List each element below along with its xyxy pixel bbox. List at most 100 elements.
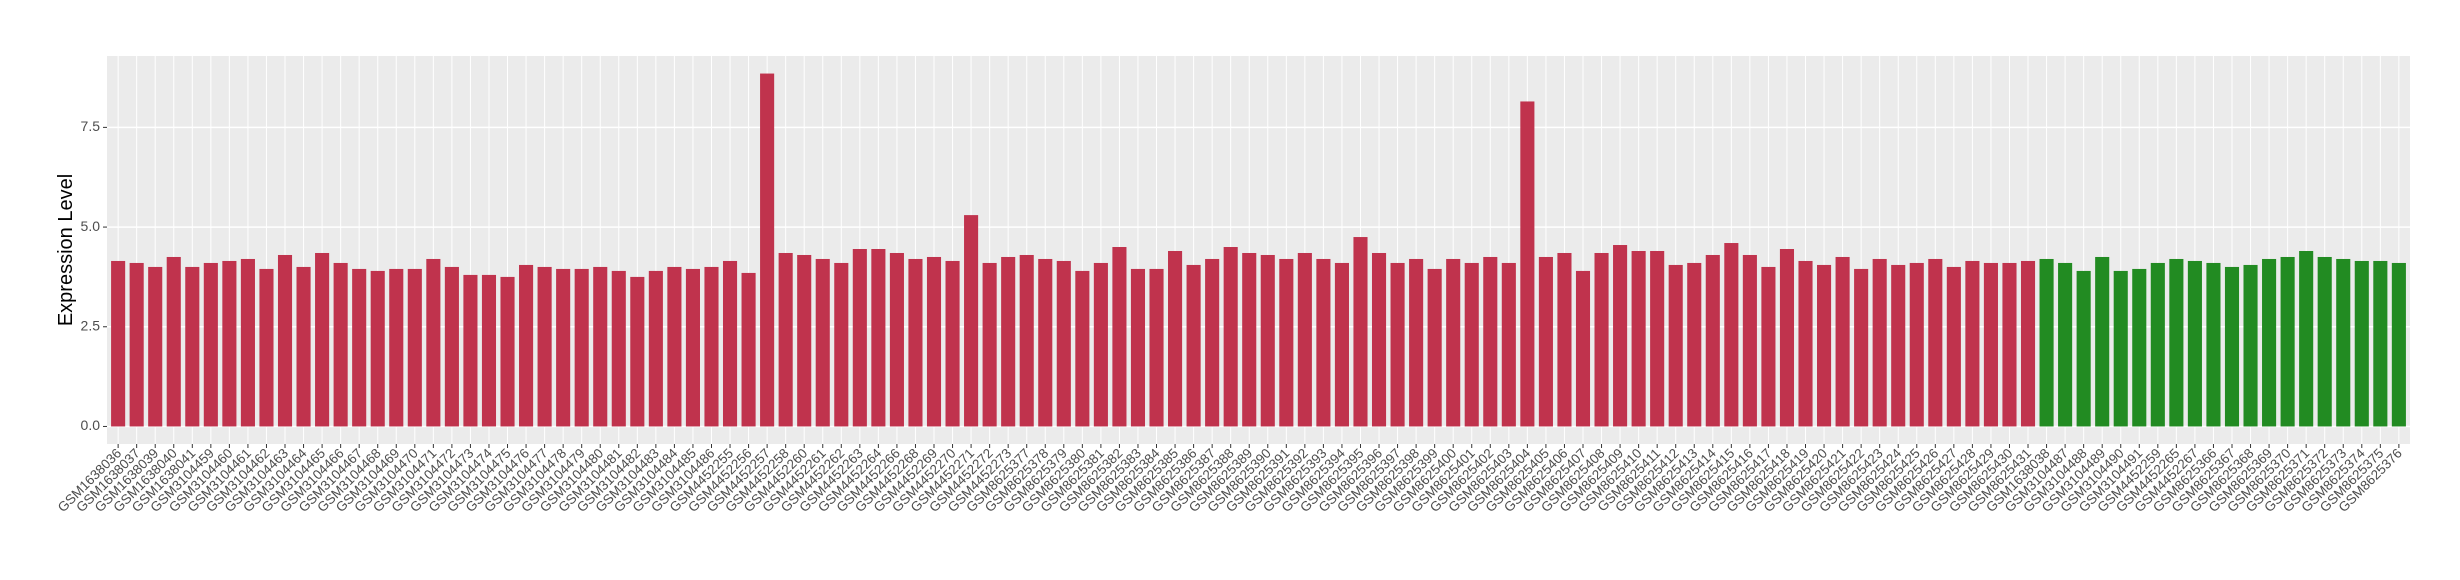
- bar: [315, 252, 330, 427]
- bar: [1186, 264, 1201, 427]
- bar: [1668, 264, 1683, 427]
- bar: [1075, 270, 1090, 427]
- bar: [426, 258, 441, 427]
- bar: [444, 266, 459, 427]
- bar: [1575, 270, 1591, 427]
- bar: [463, 274, 478, 427]
- bar: [1334, 262, 1349, 427]
- bar: [1409, 258, 1424, 427]
- bar: [185, 266, 200, 427]
- bar: [1316, 258, 1331, 427]
- bar: [1297, 252, 1312, 427]
- bar: [537, 266, 552, 427]
- bar: [1687, 262, 1702, 427]
- bar: [2187, 260, 2202, 427]
- bar: [1538, 256, 1553, 427]
- bar: [797, 254, 812, 427]
- bar: [352, 268, 367, 427]
- bar: [1761, 266, 1776, 427]
- bar: [1205, 258, 1220, 427]
- bar: [1650, 250, 1665, 427]
- bar: [407, 268, 422, 427]
- bar: [166, 256, 181, 427]
- bar: [1983, 262, 1998, 427]
- bar: [722, 260, 738, 427]
- bar: [1594, 252, 1609, 427]
- bar: [2020, 260, 2036, 427]
- bar: [611, 270, 626, 427]
- bar: [1520, 101, 1535, 427]
- bar: [2150, 262, 2165, 427]
- bar: [296, 266, 311, 427]
- bar: [500, 276, 515, 427]
- bar: [982, 262, 997, 427]
- bar: [1242, 252, 1257, 427]
- bar: [852, 249, 867, 427]
- bar: [945, 260, 960, 427]
- y-tick-label: 5.0: [81, 218, 101, 234]
- bar: [2317, 256, 2332, 427]
- bar: [1779, 249, 1795, 427]
- bar: [1724, 243, 1739, 427]
- bar: [1483, 256, 1498, 427]
- bar: [277, 254, 293, 427]
- bar: [1371, 252, 1387, 427]
- bar: [1019, 254, 1034, 427]
- bar: [2095, 256, 2110, 427]
- bar: [1279, 258, 1294, 427]
- bar: [1149, 268, 1164, 427]
- bar: [1446, 258, 1461, 427]
- bar: [704, 266, 719, 427]
- bar: [667, 266, 682, 427]
- bar: [148, 266, 163, 427]
- bar: [2039, 258, 2054, 427]
- bar: [333, 262, 348, 427]
- bar: [926, 256, 942, 427]
- bar: [129, 262, 144, 427]
- bar: [203, 262, 218, 427]
- bar: [2373, 260, 2388, 427]
- bar: [1001, 256, 1016, 427]
- bar: [648, 270, 663, 427]
- bar: [1093, 262, 1108, 427]
- bar: [889, 252, 904, 427]
- bar: [1965, 260, 1980, 427]
- bar: [1260, 254, 1275, 427]
- y-tick-label: 2.5: [81, 317, 101, 333]
- bar: [2169, 258, 2184, 427]
- bar: [815, 258, 830, 427]
- bar: [1613, 245, 1628, 427]
- bar: [1928, 258, 1943, 427]
- bar: [1427, 268, 1442, 427]
- bar: [519, 264, 534, 427]
- y-axis-title: Expression Level: [55, 174, 77, 326]
- bar: [2280, 256, 2295, 427]
- bar: [1464, 262, 1479, 427]
- bar: [1353, 237, 1368, 427]
- bar: [1501, 262, 1516, 427]
- bar: [1390, 262, 1405, 427]
- bar: [1223, 247, 1238, 427]
- bar: [2336, 258, 2351, 427]
- bar: [778, 252, 793, 427]
- bar: [2391, 262, 2406, 427]
- bar: [1909, 262, 1924, 427]
- bar: [1872, 258, 1887, 427]
- bar: [1854, 268, 1869, 427]
- bar: [1835, 256, 1850, 427]
- bar: [222, 260, 237, 427]
- bar: [240, 258, 255, 427]
- bar: [1798, 260, 1813, 427]
- bar: [1168, 250, 1183, 427]
- bar: [370, 270, 385, 427]
- bar: [389, 268, 404, 427]
- bar: [2002, 262, 2017, 427]
- bar: [259, 268, 274, 427]
- bar: [1557, 252, 1572, 427]
- bar: [593, 266, 608, 427]
- bar: [1112, 247, 1127, 427]
- bar: [1130, 268, 1146, 427]
- bar: [2262, 258, 2277, 427]
- bar: [834, 262, 849, 427]
